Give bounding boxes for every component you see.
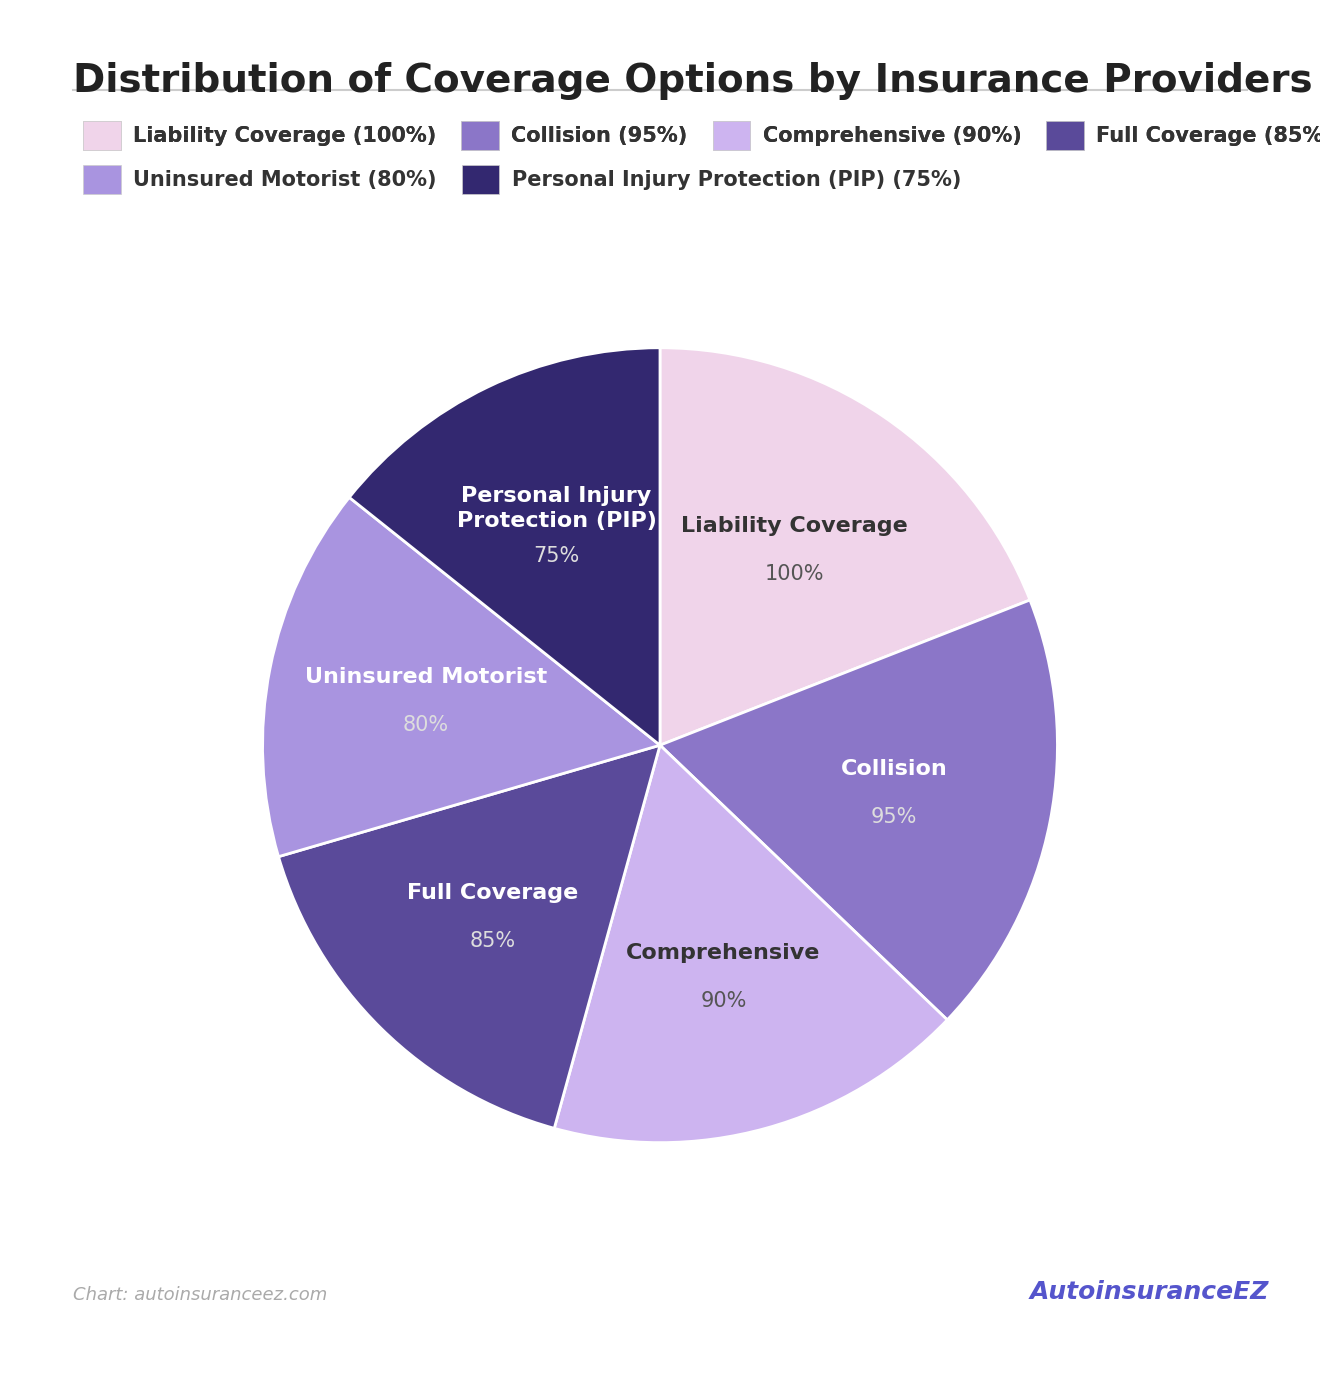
Text: Personal Injury
Protection (PIP): Personal Injury Protection (PIP) <box>457 486 656 531</box>
Legend: Uninsured Motorist (80%), Personal Injury Protection (PIP) (75%): Uninsured Motorist (80%), Personal Injur… <box>83 166 961 195</box>
Text: 100%: 100% <box>764 564 824 584</box>
Text: Uninsured Motorist: Uninsured Motorist <box>305 668 548 687</box>
Wedge shape <box>350 348 660 745</box>
Wedge shape <box>554 745 948 1143</box>
Legend: Liability Coverage (100%), Collision (95%), Comprehensive (90%), Full Coverage (: Liability Coverage (100%), Collision (95… <box>83 121 1320 150</box>
Text: Liability Coverage: Liability Coverage <box>681 516 908 537</box>
Text: Distribution of Coverage Options by Insurance Providers: Distribution of Coverage Options by Insu… <box>73 62 1312 101</box>
Text: AutoinsuranceEZ: AutoinsuranceEZ <box>1030 1281 1269 1304</box>
Wedge shape <box>263 497 660 857</box>
Text: 75%: 75% <box>533 546 579 566</box>
Wedge shape <box>279 745 660 1129</box>
Wedge shape <box>660 348 1030 745</box>
Text: Comprehensive: Comprehensive <box>626 943 821 963</box>
Text: 85%: 85% <box>470 932 516 951</box>
Wedge shape <box>660 600 1057 1020</box>
Text: Full Coverage: Full Coverage <box>407 883 578 904</box>
Text: 80%: 80% <box>403 715 449 736</box>
Text: Collision: Collision <box>841 759 948 780</box>
Text: 95%: 95% <box>871 807 917 827</box>
Text: Chart: autoinsuranceez.com: Chart: autoinsuranceez.com <box>73 1286 327 1304</box>
Text: 90%: 90% <box>700 991 747 1012</box>
